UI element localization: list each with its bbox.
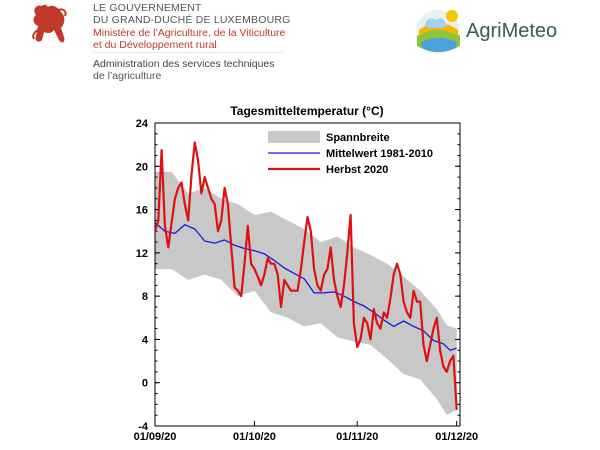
- chart-legend: Spannbreite Mittelwert 1981-2010 Herbst 20…: [268, 131, 433, 176]
- y-tick-label: 4: [142, 334, 149, 346]
- chart-title: Tagesmitteltemperatur (°C): [230, 104, 383, 118]
- series-herbst-2020: [153, 141, 458, 410]
- ministry-line-1: Ministère de l’Agriculture, de la Viticu…: [93, 26, 286, 39]
- admin-line-2: de l’agriculture: [93, 70, 162, 83]
- x-tick-label: 01/12/20: [435, 431, 478, 443]
- series-mittelwert: [154, 222, 457, 351]
- legend-swatch-band: [268, 131, 320, 143]
- gov-line-2: DU GRAND-DUCHÉ DE LUXEMBOURG: [93, 14, 291, 27]
- ministry-line-2: et du Développement rural: [93, 38, 217, 51]
- axes-layer: -4 0 4 8 12 16 20 24 01/09/20 01/10/20 01/11/20 01/…: [134, 118, 479, 443]
- legend-label: Spannbreite: [326, 132, 390, 144]
- y-tick-label: 8: [142, 291, 148, 303]
- y-tick-label: 0: [142, 378, 148, 390]
- y-tick-label: 16: [136, 205, 148, 217]
- x-tick-label: 01/09/20: [134, 431, 177, 443]
- admin-line-1: Administration des services techniques: [93, 58, 275, 71]
- x-tick-label: 01/11/20: [336, 431, 378, 443]
- y-tick-label: 20: [136, 161, 148, 173]
- y-tick-label: 24: [136, 118, 149, 130]
- range-band: [155, 171, 457, 416]
- x-tick-label: 01/10/20: [233, 431, 276, 443]
- band-layer: [155, 171, 457, 416]
- gov-line-1: LE GOUVERNEMENT: [93, 2, 202, 14]
- y-tick-label: -4: [138, 421, 149, 433]
- y-tick-label: 12: [136, 248, 148, 260]
- agrimeteo-label: AgriMeteo: [466, 20, 558, 42]
- legend-label: Mittelwert 1981-2010: [326, 148, 433, 160]
- legend-label: Herbst 2020: [326, 164, 388, 176]
- series-layer: [153, 141, 458, 410]
- page-header: LE GOUVERNEMENT DU GRAND-DUCHÉ DE LUXEMB…: [0, 0, 600, 95]
- government-text: LE GOUVERNEMENT DU GRAND-DUCHÉ DE LUXEMB…: [93, 2, 291, 83]
- luxembourg-lion-logo: [32, 4, 67, 43]
- temperature-chart: -4 0 4 8 12 16 20 24 01/09/20 01/10/20 01/11/20 01/…: [134, 104, 479, 443]
- agrimeteo-logo: AgriMeteo: [412, 6, 562, 56]
- header-divider: [93, 52, 283, 53]
- agrimeteo-emblem-icon: [416, 10, 460, 54]
